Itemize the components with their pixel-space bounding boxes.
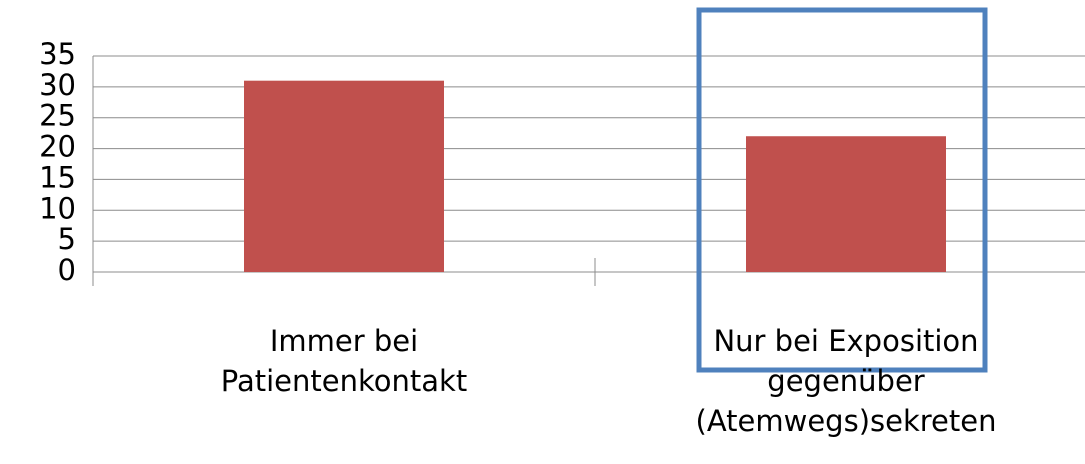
bar [244, 80, 444, 272]
y-tick-label: 10 [39, 191, 76, 225]
x-tick-label: Nur bei Exposition gegenüber (Atemwegs)s… [695, 324, 997, 438]
y-tick-label: 15 [39, 160, 76, 194]
bar [746, 136, 946, 272]
x-tick-label: Immer bei Patientenkontakt [220, 324, 468, 398]
y-tick-label: 30 [39, 68, 76, 102]
y-tick-label: 20 [39, 130, 76, 164]
y-tick-label: 25 [39, 99, 76, 133]
highlight-box [696, 7, 988, 373]
y-tick-label: 0 [58, 253, 76, 287]
y-tick-label: 35 [39, 37, 76, 71]
y-tick-label: 5 [58, 222, 76, 256]
